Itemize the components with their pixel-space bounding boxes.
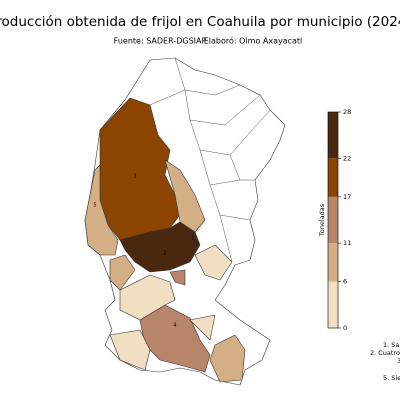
- colorbar-frame: [327, 111, 339, 329]
- municipality: [119, 274, 176, 321]
- municipality-label: 4: [173, 323, 176, 329]
- municipality: [189, 314, 216, 341]
- colorbar-segment: [328, 112, 338, 159]
- colorbar-tick-label: 11: [343, 239, 351, 247]
- author: Elaboró: Olmo Axayacatl: [204, 36, 303, 46]
- municipality-label: 2: [163, 251, 166, 257]
- note: 2. Cuatro: [370, 349, 400, 357]
- colorbar-tick-label: 22: [343, 154, 351, 162]
- municipality: [139, 304, 211, 373]
- colorbar-tick-label: 0: [343, 324, 347, 332]
- municipality: [119, 221, 201, 273]
- colorbar-tick-label: 28: [343, 108, 351, 116]
- municipality: [84, 164, 119, 256]
- source: Fuente: SADER-DGSIAP: [114, 37, 207, 46]
- note: 5. Sie: [383, 374, 400, 382]
- municipal-borders: [149, 57, 271, 263]
- municipality: [164, 159, 206, 233]
- colorbar-tick-label: 6: [343, 278, 347, 286]
- municipality: [109, 329, 151, 371]
- municipality: [169, 269, 186, 286]
- colorbar-segment: [328, 243, 338, 282]
- note: 1. Sa: [383, 341, 399, 349]
- municipality: [209, 334, 246, 383]
- colorbar-segment: [328, 196, 338, 244]
- municipality: [109, 254, 136, 291]
- colorbar-segment: [328, 158, 338, 197]
- colorbar-segment: [328, 281, 338, 328]
- municipality-label: 3: [133, 174, 136, 180]
- municipality: [194, 244, 233, 281]
- municipality: [184, 231, 199, 245]
- municipality-label: 1: [191, 236, 194, 242]
- note: 3: [397, 357, 400, 365]
- municipality-label: 5: [93, 203, 96, 209]
- colorbar-tick-label: 17: [343, 193, 351, 201]
- map-title: Producción obtenida de frijol en Coahuil…: [0, 14, 400, 30]
- colorbar-label: Toneladas: [318, 203, 326, 237]
